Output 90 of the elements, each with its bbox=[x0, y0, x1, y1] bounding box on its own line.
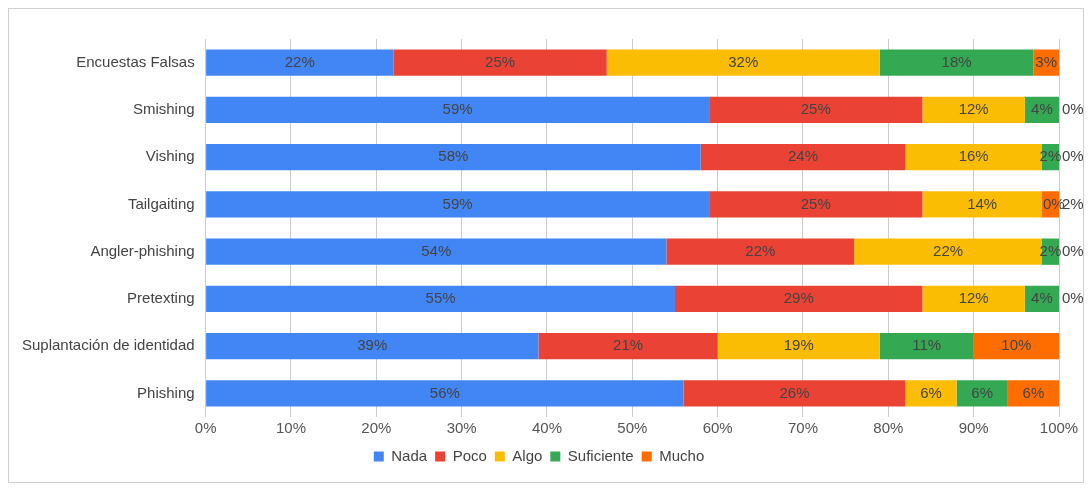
bar bbox=[922, 96, 1025, 124]
legend-label: Suficiente bbox=[567, 446, 634, 464]
data-label: 6% bbox=[920, 383, 942, 401]
x-tick-label: 20% bbox=[361, 419, 392, 437]
data-label: 29% bbox=[783, 289, 814, 307]
bar bbox=[905, 143, 1042, 171]
bar bbox=[956, 380, 1008, 407]
data-label: 16% bbox=[958, 147, 989, 165]
x-tick-label: 50% bbox=[617, 419, 648, 437]
x-tick-label: 0% bbox=[194, 419, 217, 437]
bar bbox=[206, 96, 710, 124]
bar bbox=[206, 143, 701, 171]
x-tick-label: 30% bbox=[446, 419, 477, 437]
data-label: 22% bbox=[284, 52, 315, 70]
bar bbox=[206, 238, 667, 265]
bar bbox=[905, 380, 957, 407]
y-tick-label: Suplantación de identidad bbox=[22, 336, 195, 354]
data-label: 0% bbox=[1062, 241, 1084, 259]
x-tick-label: 70% bbox=[787, 419, 819, 437]
bar bbox=[206, 49, 394, 76]
bar bbox=[206, 332, 539, 360]
bar bbox=[538, 332, 718, 360]
bar bbox=[879, 49, 1034, 76]
data-label: 6% bbox=[1022, 383, 1045, 401]
bar bbox=[854, 238, 1042, 265]
data-label: 24% bbox=[787, 147, 819, 165]
data-label: 58% bbox=[438, 147, 469, 165]
data-label: 4% bbox=[1031, 100, 1053, 118]
bar bbox=[206, 191, 710, 218]
bar bbox=[709, 96, 923, 124]
bar bbox=[606, 49, 880, 76]
y-tick-label: Pretexting bbox=[127, 289, 195, 307]
bar bbox=[879, 332, 974, 360]
bar bbox=[700, 143, 906, 171]
data-label: 11% bbox=[912, 336, 942, 354]
data-label: 12% bbox=[958, 289, 989, 307]
legend-label: Algo bbox=[512, 446, 543, 464]
x-tick-label: 60% bbox=[702, 419, 733, 437]
bar bbox=[1007, 380, 1059, 407]
data-label: 0% bbox=[1062, 147, 1084, 165]
data-label: 12% bbox=[958, 100, 989, 118]
data-label: 22% bbox=[745, 241, 776, 259]
data-label: 18% bbox=[941, 52, 972, 70]
data-label: 19% bbox=[783, 336, 814, 354]
data-label: 14% bbox=[967, 194, 998, 212]
data-label: 21% bbox=[613, 336, 644, 354]
data-label: 25% bbox=[800, 194, 831, 212]
legend-label: Poco bbox=[452, 446, 487, 464]
data-label: 0% bbox=[1062, 100, 1084, 118]
data-label: 4% bbox=[1031, 289, 1053, 307]
data-label: 25% bbox=[800, 100, 831, 118]
data-label: 59% bbox=[442, 100, 473, 118]
bar bbox=[922, 285, 1025, 313]
data-label: 59% bbox=[442, 194, 473, 212]
data-label: 26% bbox=[779, 383, 810, 401]
y-tick-label: Angler-phishing bbox=[90, 241, 195, 259]
data-label: 10% bbox=[1001, 336, 1032, 354]
data-label: 56% bbox=[429, 383, 460, 401]
bar bbox=[206, 380, 684, 407]
bar bbox=[973, 332, 1059, 360]
data-label: 39% bbox=[357, 336, 388, 354]
bar bbox=[709, 191, 923, 218]
bar bbox=[674, 285, 923, 313]
x-tick-label: 80% bbox=[873, 419, 904, 437]
data-label: 2% bbox=[1062, 194, 1084, 212]
bar bbox=[922, 191, 1042, 218]
x-tick-label: 90% bbox=[958, 419, 989, 437]
data-label: 32% bbox=[728, 52, 759, 70]
legend-label: Mucho bbox=[659, 446, 705, 464]
legend-label: Nada bbox=[391, 446, 428, 464]
bar bbox=[683, 380, 906, 407]
data-label: 55% bbox=[425, 289, 456, 307]
bar bbox=[717, 332, 880, 360]
x-tick-label: 10% bbox=[275, 419, 306, 437]
bar bbox=[666, 238, 855, 265]
bar bbox=[393, 49, 607, 76]
y-tick-label: Tailgaiting bbox=[127, 194, 195, 212]
y-tick-label: Encuestas Falsas bbox=[76, 52, 195, 70]
x-tick-label: 40% bbox=[531, 419, 562, 437]
y-tick-label: Vishing bbox=[145, 147, 195, 165]
data-label: 25% bbox=[485, 52, 516, 70]
y-tick-label: Smishing bbox=[132, 100, 195, 118]
data-label: 0% bbox=[1062, 289, 1084, 307]
data-label: 22% bbox=[933, 241, 964, 259]
y-tick-label: Phishing bbox=[137, 383, 195, 401]
data-label: 6% bbox=[971, 383, 994, 401]
data-label: 3% bbox=[1035, 52, 1058, 70]
bar bbox=[206, 285, 675, 313]
data-label: 54% bbox=[421, 241, 452, 259]
x-tick-label: 100% bbox=[1039, 419, 1079, 437]
